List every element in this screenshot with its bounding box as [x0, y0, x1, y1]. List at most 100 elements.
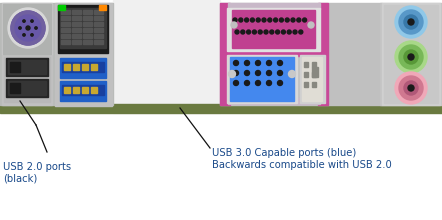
Bar [94, 16, 103, 20]
Circle shape [31, 34, 33, 36]
Bar [83, 34, 92, 38]
Bar [113, 0, 220, 113]
Circle shape [244, 61, 249, 66]
Circle shape [278, 70, 282, 75]
Bar [380, 3, 442, 105]
Circle shape [276, 30, 280, 34]
Bar [62, 85, 104, 95]
Bar [94, 34, 103, 38]
Bar [220, 3, 230, 105]
Circle shape [244, 81, 249, 86]
Circle shape [308, 22, 314, 28]
Circle shape [26, 26, 30, 30]
Bar [83, 22, 92, 26]
Bar [228, 3, 320, 9]
Circle shape [252, 30, 256, 34]
Circle shape [267, 61, 271, 66]
Circle shape [287, 30, 291, 34]
Bar [312, 72, 316, 77]
Bar [300, 55, 325, 103]
Bar [72, 16, 81, 20]
Bar [232, 10, 315, 48]
Circle shape [255, 70, 260, 75]
Circle shape [274, 18, 278, 22]
Bar [61, 34, 70, 38]
Circle shape [235, 30, 239, 34]
Bar [58, 5, 108, 53]
Circle shape [258, 30, 262, 34]
Circle shape [255, 61, 260, 66]
Circle shape [15, 15, 41, 41]
Circle shape [293, 30, 297, 34]
Circle shape [233, 81, 239, 86]
Circle shape [233, 18, 237, 22]
Circle shape [399, 10, 423, 34]
Bar [230, 57, 294, 101]
Bar [58, 56, 108, 104]
Bar [72, 22, 81, 26]
Bar [58, 5, 65, 10]
Circle shape [399, 76, 423, 100]
Bar [312, 67, 318, 77]
Bar [61, 22, 70, 26]
Bar [91, 87, 97, 93]
Circle shape [395, 41, 427, 73]
Circle shape [408, 85, 414, 91]
Circle shape [282, 30, 286, 34]
Bar [55, 3, 112, 106]
Circle shape [404, 81, 418, 95]
Circle shape [278, 61, 282, 66]
Bar [0, 104, 442, 113]
Bar [6, 58, 48, 76]
Circle shape [408, 19, 414, 25]
Bar [304, 72, 308, 77]
Circle shape [247, 30, 251, 34]
Bar [72, 10, 81, 14]
Circle shape [264, 30, 268, 34]
Bar [83, 10, 92, 14]
Bar [72, 28, 81, 32]
Circle shape [229, 70, 236, 77]
Bar [318, 3, 328, 105]
Bar [94, 28, 103, 32]
Circle shape [395, 6, 427, 38]
Bar [61, 28, 70, 32]
Bar [72, 34, 81, 38]
Circle shape [11, 11, 45, 45]
Bar [2, 55, 52, 105]
Bar [312, 82, 316, 87]
Circle shape [23, 34, 25, 36]
Circle shape [267, 70, 271, 75]
Bar [60, 81, 106, 101]
Bar [384, 5, 438, 103]
Circle shape [299, 30, 303, 34]
Circle shape [289, 70, 296, 77]
Bar [61, 10, 70, 14]
Circle shape [241, 30, 245, 34]
Bar [64, 64, 70, 70]
Circle shape [268, 18, 272, 22]
Circle shape [262, 18, 266, 22]
Circle shape [255, 81, 260, 86]
Bar [10, 62, 20, 72]
Bar [8, 81, 46, 95]
Bar [83, 40, 92, 44]
Circle shape [233, 61, 239, 66]
Circle shape [231, 22, 237, 28]
Circle shape [408, 54, 414, 60]
Circle shape [11, 11, 45, 45]
Bar [4, 57, 50, 102]
Bar [99, 5, 106, 10]
Circle shape [404, 50, 418, 64]
Bar [73, 87, 79, 93]
Circle shape [233, 70, 239, 75]
Text: USB 3.0 Capable ports (blue)
Backwards compatible with USB 2.0: USB 3.0 Capable ports (blue) Backwards c… [212, 148, 392, 170]
Circle shape [279, 18, 283, 22]
Bar [94, 10, 103, 14]
Circle shape [244, 18, 248, 22]
Bar [10, 83, 20, 93]
Circle shape [303, 18, 307, 22]
Circle shape [285, 18, 289, 22]
Circle shape [291, 18, 295, 22]
Bar [60, 8, 106, 48]
